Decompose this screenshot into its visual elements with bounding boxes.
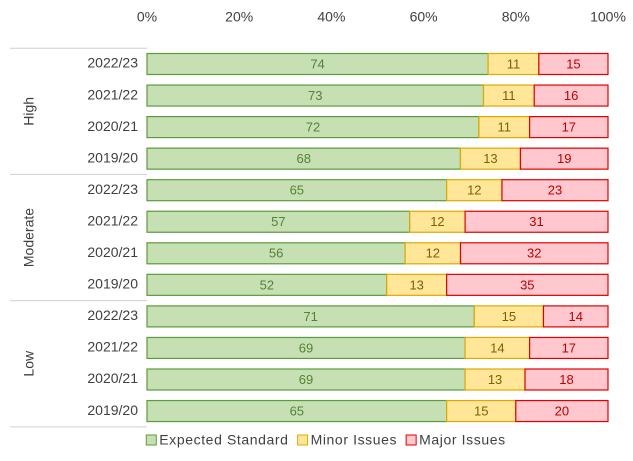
bar-segment: [533, 84, 609, 107]
data-label: 31: [529, 214, 543, 229]
bar-segment: [538, 52, 609, 76]
data-label: 14: [490, 340, 504, 355]
bar-segment: [515, 399, 609, 423]
bar-segment: [529, 336, 609, 360]
data-label: 68: [297, 151, 311, 166]
group-label: Low: [21, 350, 37, 377]
bar-segment: [459, 242, 609, 265]
legend-label: Expected Standard: [159, 432, 288, 448]
data-label: 17: [562, 120, 576, 135]
data-label: 11: [502, 88, 516, 103]
data-label: 69: [299, 372, 313, 387]
data-label: 69: [299, 340, 313, 355]
legend-swatch: [297, 434, 309, 446]
data-label: 13: [483, 151, 497, 166]
x-tick-label: 0%: [137, 9, 157, 25]
y-tick-label: 2020/21: [87, 370, 138, 386]
y-tick-label: 2020/21: [87, 118, 138, 134]
data-label: 16: [564, 88, 578, 103]
data-label: 32: [527, 246, 541, 261]
y-tick-label: 2022/23: [87, 55, 138, 71]
y-tick-label: 2022/23: [87, 181, 138, 197]
data-label: 12: [467, 183, 481, 198]
x-tick-label: 80%: [502, 9, 530, 25]
y-tick-label: 2021/22: [87, 339, 138, 355]
legend-label: Minor Issues: [311, 432, 398, 448]
data-label: 18: [559, 372, 573, 387]
data-label: 52: [260, 277, 274, 292]
x-tick-label: 100%: [590, 9, 626, 25]
data-label: 19: [557, 151, 571, 166]
bar-segment: [446, 273, 609, 296]
y-tick-label: 2021/22: [87, 86, 138, 102]
data-label: 11: [498, 120, 512, 135]
bar-segment: [524, 368, 609, 391]
data-label: 73: [308, 88, 322, 103]
data-label: 13: [409, 277, 423, 292]
data-label: 11: [507, 56, 521, 71]
data-label: 17: [562, 340, 576, 355]
data-label: 12: [426, 246, 440, 261]
bar-segment: [464, 210, 609, 233]
legend-swatch: [145, 434, 157, 446]
bar-segment: [519, 147, 609, 170]
data-label: 72: [306, 120, 320, 135]
y-tick-label: 2019/20: [87, 149, 138, 165]
data-label: 65: [290, 403, 304, 418]
y-tick-label: 2021/22: [87, 212, 138, 228]
y-tick-label: 2022/23: [87, 307, 138, 323]
data-label: 15: [566, 56, 580, 71]
legend-label: Major Issues: [419, 432, 506, 448]
bar-segment: [542, 305, 609, 328]
data-label: 56: [269, 246, 283, 261]
bar-segment: [529, 115, 609, 139]
group-label: High: [21, 97, 37, 126]
data-label: 71: [303, 309, 317, 324]
y-tick-label: 2019/20: [87, 402, 138, 418]
data-label: 13: [488, 372, 502, 387]
data-label: 65: [290, 183, 304, 198]
x-tick-label: 60%: [410, 9, 438, 25]
data-label: 15: [474, 403, 488, 418]
data-label: 12: [430, 214, 444, 229]
data-label: 57: [271, 214, 285, 229]
legend-swatch: [405, 434, 417, 446]
data-label: 35: [520, 277, 534, 292]
y-tick-label: 2020/21: [87, 244, 138, 260]
data-label: 15: [502, 309, 516, 324]
x-tick-label: 40%: [317, 9, 345, 25]
y-tick-label: 2019/20: [87, 276, 138, 292]
data-label: 20: [555, 403, 569, 418]
x-tick-label: 20%: [225, 9, 253, 25]
group-label: Moderate: [21, 208, 37, 267]
data-label: 23: [548, 183, 562, 198]
data-label: 74: [310, 56, 324, 71]
bar-segment: [501, 179, 609, 202]
data-label: 14: [568, 309, 582, 324]
